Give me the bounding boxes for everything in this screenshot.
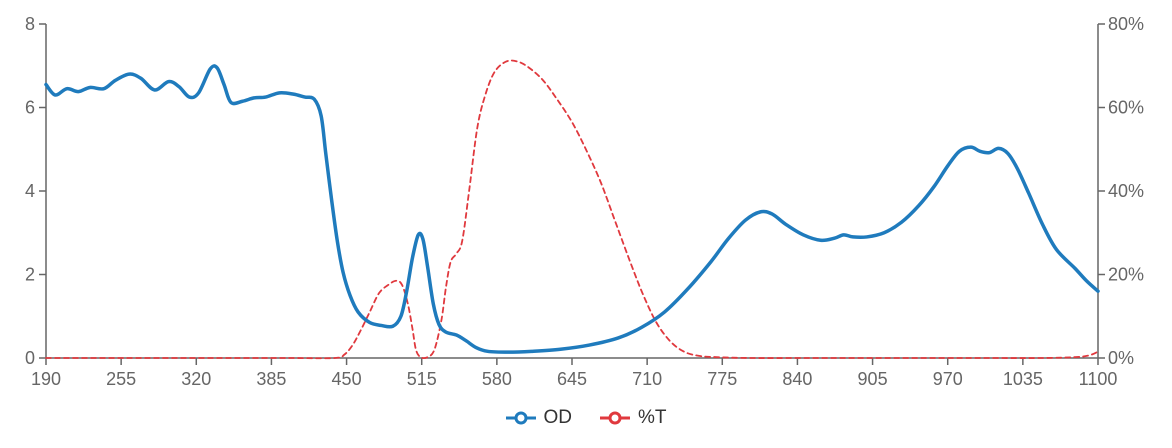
od-transmission-chart: 190 255 320 385 450 515 580 645 710 775 840 905 970 1… [25, 14, 1144, 389]
legend: OD %T [0, 400, 1172, 436]
x-tick-label: 190 [31, 369, 61, 389]
x-tick-label: 515 [407, 369, 437, 389]
x-tick-label: 710 [632, 369, 662, 389]
left-y-tick-label: 6 [25, 98, 35, 118]
legend-label-od: OD [543, 407, 573, 428]
left-y-tick-label: 0 [25, 348, 35, 368]
x-tick-label: 1100 [1079, 369, 1118, 389]
x-tick-label: 645 [557, 369, 587, 389]
right-y-tick-label: 0% [1108, 348, 1134, 368]
x-tick-label: 450 [332, 369, 362, 389]
left-y-tick-label: 8 [25, 14, 35, 34]
x-tick-label: 840 [782, 369, 812, 389]
x-tick-label: 905 [858, 369, 888, 389]
right-y-tick-label: 20% [1108, 265, 1144, 285]
od-legend-marker-icon [505, 411, 536, 425]
x-tick-label: 775 [707, 369, 737, 389]
right-y-tick-label: 60% [1108, 98, 1144, 118]
right-y-axis-ticks: 0% 20% 40% 60% 80% [1098, 14, 1144, 368]
x-tick-label: 320 [181, 369, 211, 389]
chart-axes [45, 24, 1099, 359]
legend-item-transmission[interactable]: %T [600, 407, 667, 429]
transmission-legend-marker-icon [600, 411, 630, 425]
legend-label-transmission: %T [638, 407, 667, 428]
legend-item-od[interactable]: OD [505, 407, 573, 429]
x-tick-label: 580 [482, 369, 512, 389]
transmission-series-line [45, 59, 1099, 360]
x-tick-label: 255 [106, 369, 136, 389]
od-series-line [44, 64, 1100, 354]
left-y-tick-label: 4 [25, 181, 35, 201]
x-axis-ticks: 190 255 320 385 450 515 580 645 710 775 840 905 970 1… [31, 358, 1117, 389]
x-tick-label: 1035 [1003, 369, 1043, 389]
right-y-tick-label: 40% [1108, 181, 1144, 201]
right-y-tick-label: 80% [1108, 14, 1144, 34]
x-tick-label: 970 [933, 369, 963, 389]
left-y-tick-label: 2 [25, 265, 35, 285]
left-y-axis-ticks: 0 2 4 6 8 [25, 14, 46, 368]
chart-series [44, 59, 1100, 360]
x-tick-label: 385 [256, 369, 286, 389]
